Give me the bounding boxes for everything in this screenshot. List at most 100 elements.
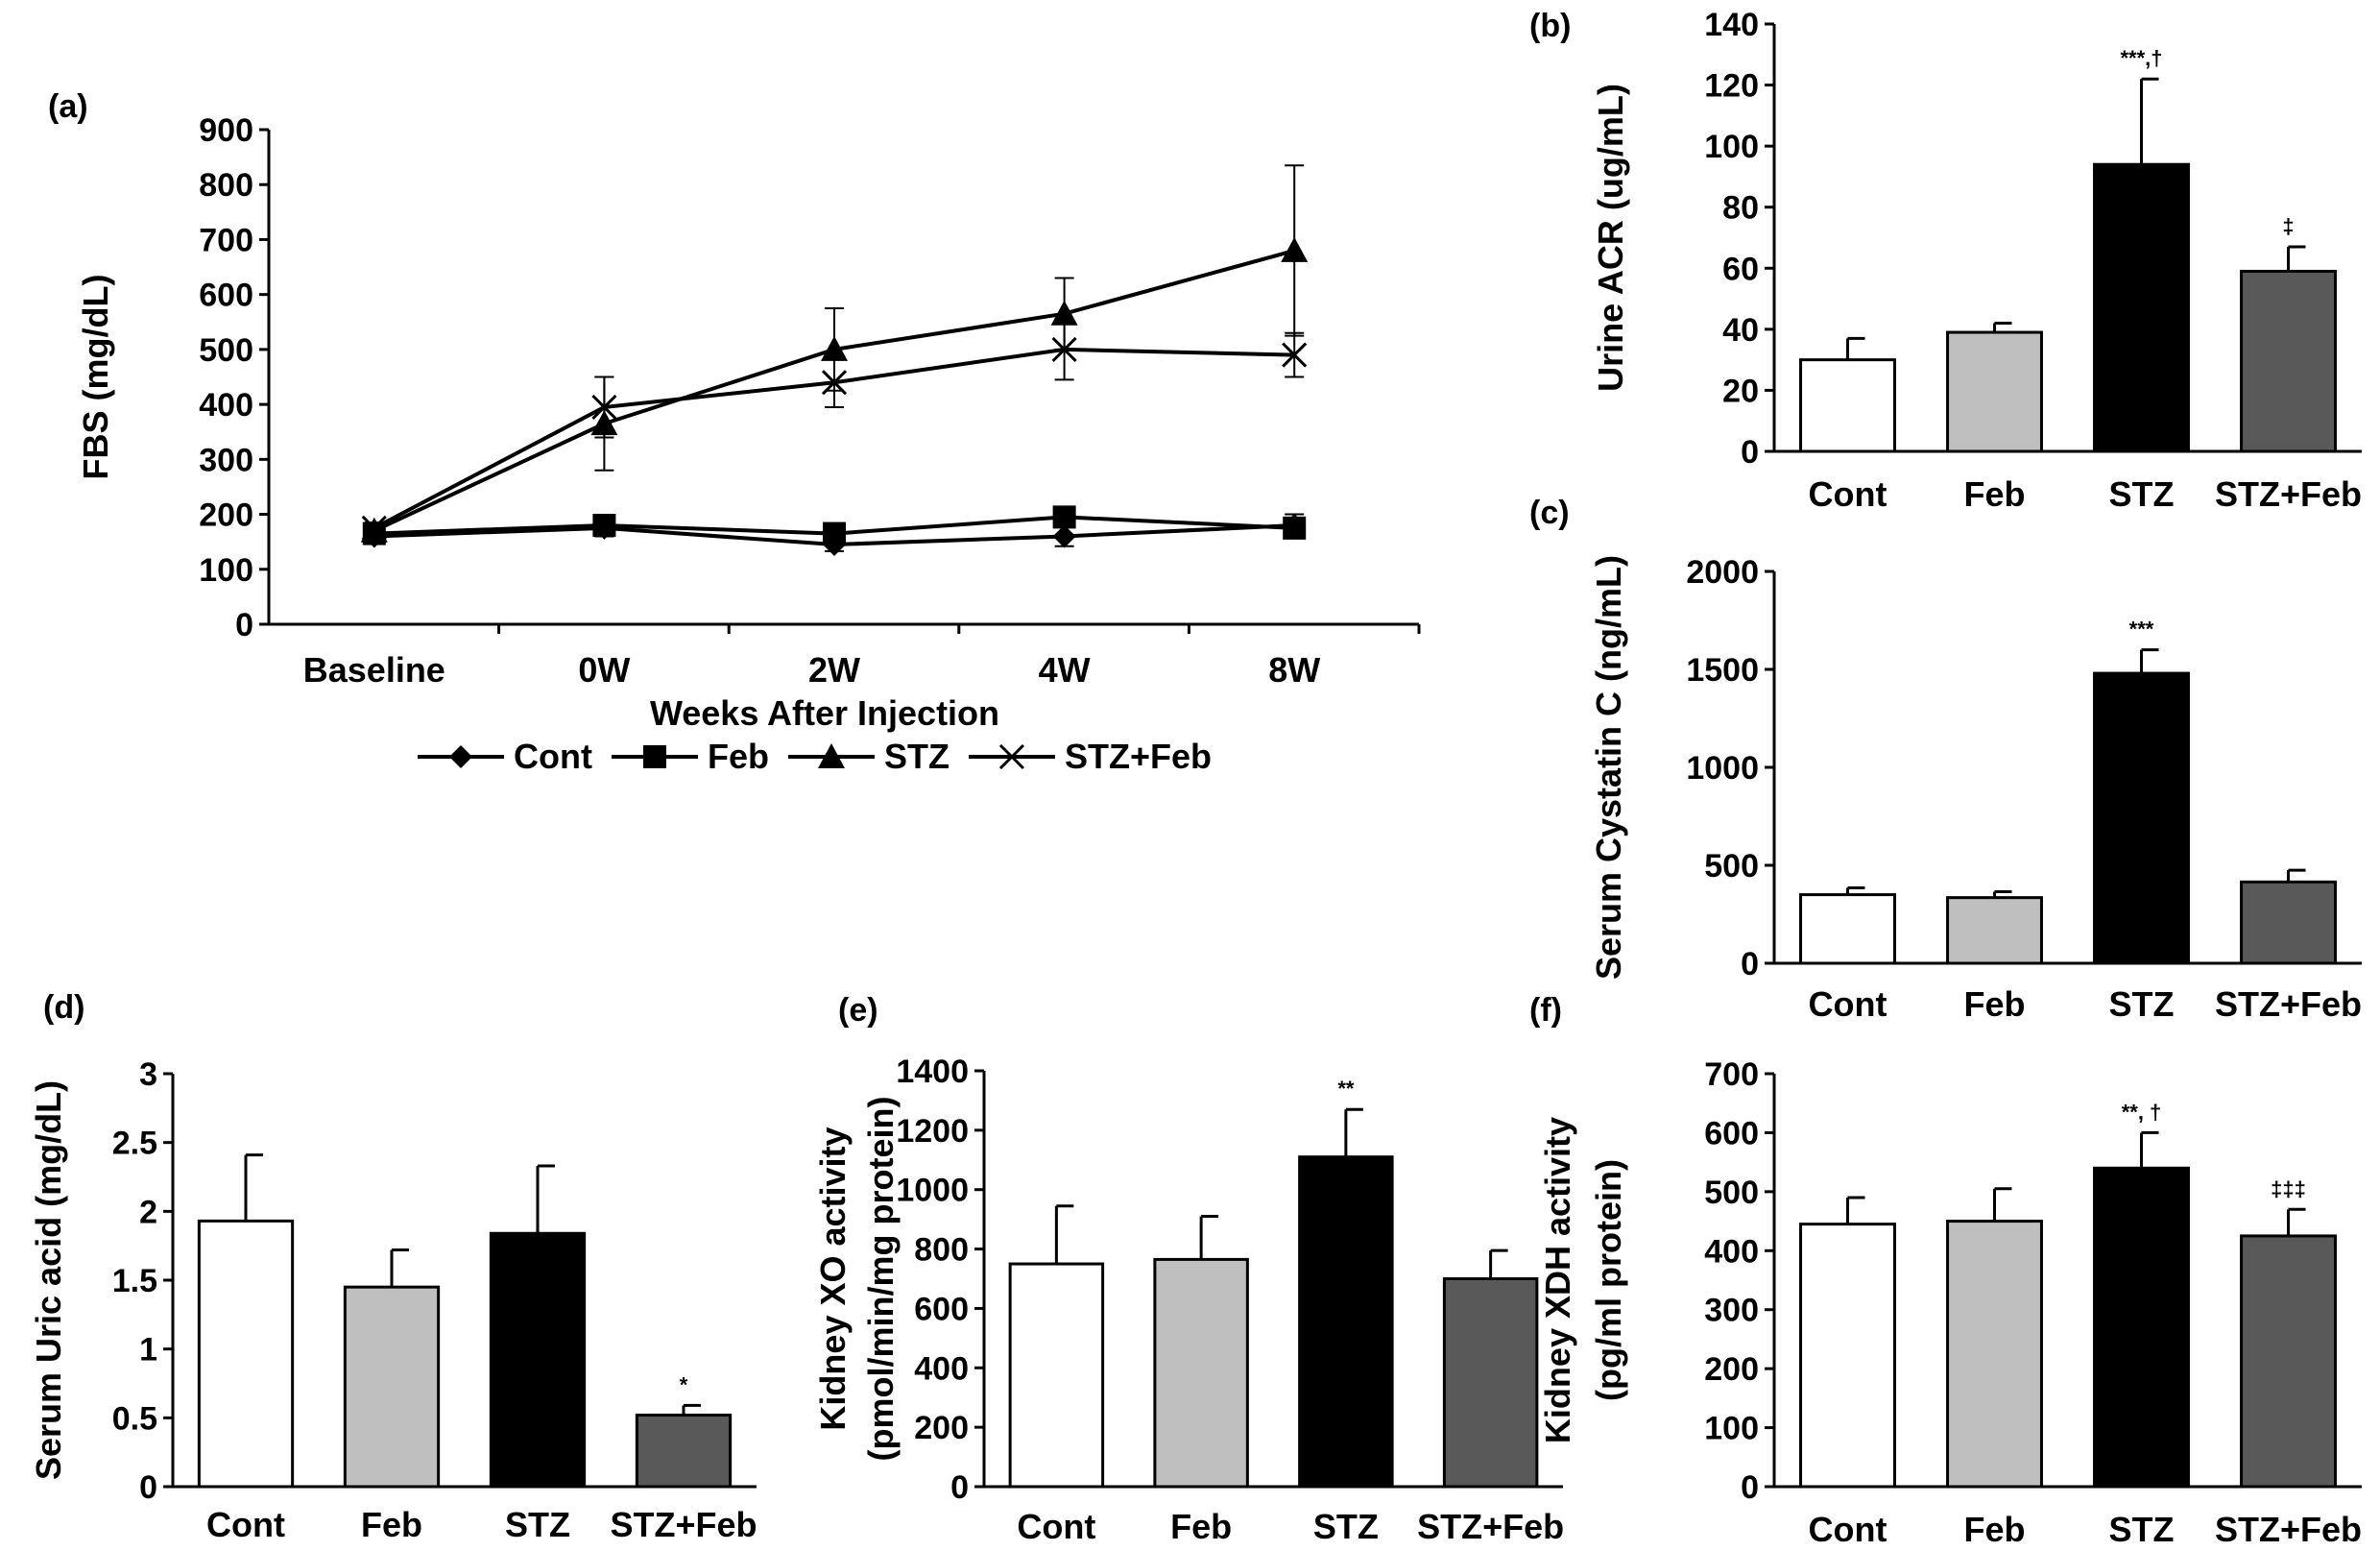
panel-b-significance-label: ***,† (2120, 46, 2162, 70)
panel-b-bar-stz (2093, 162, 2190, 453)
panel-a-xlabel: Weeks After Injection (650, 693, 999, 733)
panel-b-bar-feb (1946, 330, 2043, 453)
legend-marker (449, 745, 472, 768)
panel-b-y-tick-label: 100 (1704, 129, 1759, 165)
panel-f-bar-stz-feb (2240, 1234, 2337, 1489)
panel-a-x-tick-label: Baseline (303, 650, 445, 690)
panel-a-legend: Cont Feb STZ STZ+Feb (418, 737, 1212, 776)
legend-label: Cont (514, 737, 592, 776)
panel-d-bars: Cont Feb STZ STZ+Feb * (173, 1153, 757, 1544)
panel-a-label: (a) (48, 88, 88, 125)
panel-f-y-tick-label: 300 (1704, 1293, 1759, 1329)
panel-a-plot: Baseline 0W 2W 4W 8W Weeks After Injection (269, 164, 1421, 733)
panel-e-y-tick-label: 400 (914, 1350, 969, 1387)
panel-c-category-label: Cont (1809, 984, 1887, 1024)
data-point (821, 370, 848, 396)
panel-e-bars: Cont Feb STZ ** STZ+Feb (984, 1077, 1564, 1546)
panel-b-y-tick-label: 120 (1704, 68, 1759, 105)
panel-b-y-tick-label: 140 (1704, 7, 1759, 43)
panel-b-y-tick-label: 0 (1741, 434, 1759, 471)
panel-e-label: (e) (838, 992, 878, 1029)
panel-b-y-tick-label: 40 (1722, 312, 1759, 349)
panel-e-category-label: STZ (1313, 1507, 1379, 1546)
panel-e-bar-cont (1008, 1262, 1105, 1489)
panel-f-ylabel-units: (pg/ml protein) (1589, 1159, 1628, 1401)
panel-e-category-label: Feb (1170, 1507, 1232, 1546)
panel-f-y-tick-label: 600 (1704, 1115, 1759, 1151)
panel-f-y-tick-label: 400 (1704, 1233, 1759, 1270)
panel-f-y-tick-label: 0 (1741, 1469, 1759, 1506)
panel-b-bar-cont (1799, 358, 1896, 453)
panel-e-ylabel-units: (pmol/min/mg protein) (861, 1097, 901, 1462)
panel-c-category-label: STZ (2109, 984, 2175, 1024)
panel-a-ylabel: FBS (mg/dL) (76, 275, 115, 480)
panel-a-y-tick-label: 900 (199, 112, 253, 149)
panel-d-significance-label: * (680, 1372, 688, 1396)
panel-c-bar-stz-feb (2240, 880, 2337, 965)
panel-b-label: (b) (1529, 8, 1571, 44)
panel-d-y-tick-label: 1 (139, 1332, 157, 1369)
panel-b-category-label: STZ+Feb (2215, 474, 2362, 514)
panel-f-label: (f) (1529, 992, 1562, 1029)
panel-d-bar-feb (343, 1285, 441, 1489)
legend-marker (998, 743, 1025, 770)
panel-f-y-axis: 0 100 200 300 400 500 600 700 Kidney XDH activit… (1538, 1056, 1776, 1506)
panel-f-bar-cont (1799, 1223, 1896, 1489)
data-point (361, 515, 387, 541)
panel-b-y-tick-label: 20 (1722, 373, 1759, 409)
panel-f-bar-feb (1946, 1220, 2043, 1489)
panel-c-label: (c) (1529, 495, 1570, 531)
panel-c-y-axis: 0 500 1000 1500 2000 Serum Cystatin C (ng/mL) (1589, 554, 1776, 982)
panel-a-series-stz (360, 164, 1309, 543)
panel-f-y-tick-label: 700 (1704, 1056, 1759, 1093)
panel-e-bar-stz (1298, 1155, 1394, 1489)
panel-f-ylabel: Kidney XDH activity (1538, 1117, 1577, 1443)
panel-d-bar-stz-feb (635, 1413, 733, 1489)
panel-e-category-label: Cont (1017, 1507, 1095, 1546)
legend-label: STZ (884, 737, 950, 776)
panel-a-x-tick-label: 4W (1039, 650, 1091, 690)
panel-c-category-label: STZ+Feb (2215, 984, 2362, 1024)
panel-b-ylabel: Urine ACR (ug/mL) (1591, 84, 1630, 392)
panel-e-ylabel: Kidney XO activity (813, 1127, 853, 1430)
panel-c-bar-cont (1799, 893, 1896, 965)
panel-c-y-tick-label: 1500 (1686, 652, 1759, 689)
panel-a-y-tick-label: 0 (235, 607, 253, 643)
panel-e-y-tick-label: 200 (914, 1410, 969, 1446)
panel-d-category-label: Feb (361, 1505, 422, 1544)
panel-a-y-tick-label: 200 (199, 497, 253, 534)
panel-f-category-label: STZ (2109, 1510, 2175, 1549)
panel-e-y-tick-label: 1200 (896, 1113, 969, 1150)
panel-d-y-tick-label: 3 (139, 1056, 157, 1093)
panel-c-bar-feb (1946, 896, 2043, 965)
panel-c-bar-stz (2093, 671, 2190, 965)
panel-e-y-tick-label: 1000 (896, 1173, 969, 1209)
panel-c-significance-label: *** (2129, 618, 2154, 642)
panel-d-y-tick-label: 0 (139, 1469, 157, 1506)
panel-b-y-tick-label: 80 (1722, 190, 1759, 227)
panel-d-category-label: Cont (206, 1505, 285, 1544)
data-point (1051, 336, 1077, 362)
data-point (1283, 516, 1307, 540)
panel-f-significance-label: ‡‡‡ (2271, 1176, 2306, 1200)
data-point (591, 394, 617, 421)
panel-d-ylabel: Serum Uric acid (mg/dL) (29, 1080, 68, 1480)
data-point (1052, 524, 1076, 548)
panel-f-bars: Cont Feb STZ **, † STZ+Feb ‡‡‡ (1774, 1100, 2362, 1549)
panel-c-y-tick-label: 0 (1741, 946, 1759, 982)
panel-a-series-stz-feb (361, 318, 1308, 541)
panel-d-y-axis: 0 0.5 1 1.5 2 2.5 3 Serum Uric acid (mg/dL) (29, 1056, 175, 1506)
legend-marker (642, 745, 666, 768)
panel-f-y-tick-label: 100 (1704, 1411, 1759, 1447)
panel-f-category-label: STZ+Feb (2215, 1510, 2362, 1549)
panel-d-y-tick-label: 1.5 (112, 1263, 157, 1299)
panel-b-y-tick-label: 60 (1722, 251, 1759, 287)
panel-a-series-feb (362, 505, 1307, 545)
panel-d-category-label: STZ+Feb (610, 1505, 757, 1544)
panel-e-y-tick-label: 800 (914, 1232, 969, 1269)
panel-d-bar-stz (489, 1231, 587, 1489)
panel-e-y-axis: 0 200 400 600 800 1000 1200 1400 Kidney XO activ… (813, 1054, 986, 1506)
panel-e-category-label: STZ+Feb (1417, 1507, 1564, 1546)
panel-c-y-tick-label: 1000 (1686, 750, 1759, 787)
